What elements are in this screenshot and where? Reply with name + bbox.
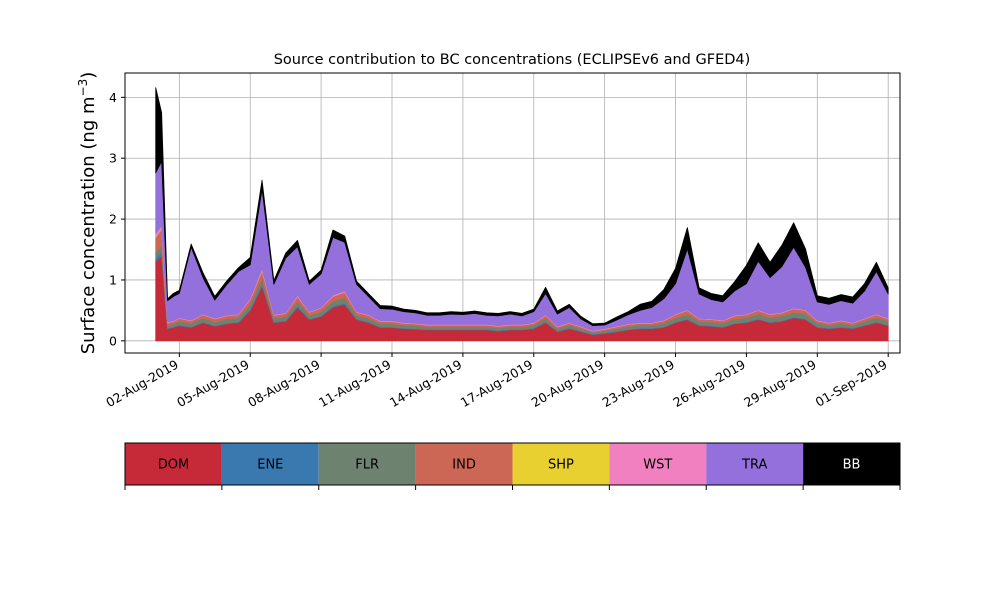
y-tick-label: 2 <box>109 212 117 227</box>
legend-swatch-tra <box>706 443 804 485</box>
legend-frame <box>124 442 901 486</box>
y-axis-label-main: Surface concentration (ng m <box>78 96 99 354</box>
x-tick-label: 11-Aug-2019 <box>316 357 394 410</box>
x-tick-label: 26-Aug-2019 <box>670 357 748 410</box>
x-tick-label: 20-Aug-2019 <box>529 357 607 410</box>
y-axis: 0 1 2 3 4 <box>109 90 125 348</box>
stacked-areas <box>155 87 889 342</box>
y-tick-label: 1 <box>109 272 117 287</box>
y-tick-label: 0 <box>109 333 117 348</box>
x-tick-label: 17-Aug-2019 <box>458 357 536 410</box>
legend-label-dom: DOM <box>158 458 189 473</box>
x-tick-label: 08-Aug-2019 <box>245 357 323 410</box>
x-tick-label: 14-Aug-2019 <box>387 357 465 410</box>
x-tick-label: 02-Aug-2019 <box>103 357 181 410</box>
x-tick-label: 29-Aug-2019 <box>741 357 819 410</box>
plot-area <box>125 73 900 353</box>
x-tick-label: 01-Sep-2019 <box>813 357 890 410</box>
legend-swatch-ene <box>221 443 319 485</box>
area-bb <box>155 87 889 327</box>
axes-frame <box>124 72 901 354</box>
y-axis-label-exponent: −3 <box>76 79 90 97</box>
legend-swatch-wst <box>609 443 707 485</box>
x-tick-label: 05-Aug-2019 <box>174 357 252 410</box>
legend-label-wst: WST <box>643 458 672 473</box>
y-axis-label: Surface concentration (ng m−3) <box>76 72 99 355</box>
y-axis-label-close: ) <box>78 72 99 79</box>
legend-colorbar: DOM ENE FLR IND SHP WST TRA BB <box>124 442 901 490</box>
legend-label-ind: IND <box>452 458 476 473</box>
x-axis: 02-Aug-201905-Aug-201908-Aug-201911-Aug-… <box>103 353 890 410</box>
legend-label-shp: SHP <box>548 458 574 473</box>
legend-label-flr: FLR <box>355 458 379 473</box>
legend-swatch-flr <box>318 443 416 485</box>
legend-label-tra: TRA <box>741 458 767 473</box>
chart-title: Source contribution to BC concentrations… <box>274 52 751 68</box>
legend-swatch-ind <box>415 443 513 485</box>
y-tick-label: 3 <box>109 151 117 166</box>
y-tick-label: 4 <box>109 90 117 105</box>
legend-label-bb: BB <box>843 458 861 473</box>
legend-swatch-bb <box>803 443 900 485</box>
legend-label-ene: ENE <box>257 458 283 473</box>
legend-swatch-shp <box>512 443 610 485</box>
legend-swatch-dom <box>125 443 222 485</box>
x-tick-label: 23-Aug-2019 <box>599 357 677 410</box>
